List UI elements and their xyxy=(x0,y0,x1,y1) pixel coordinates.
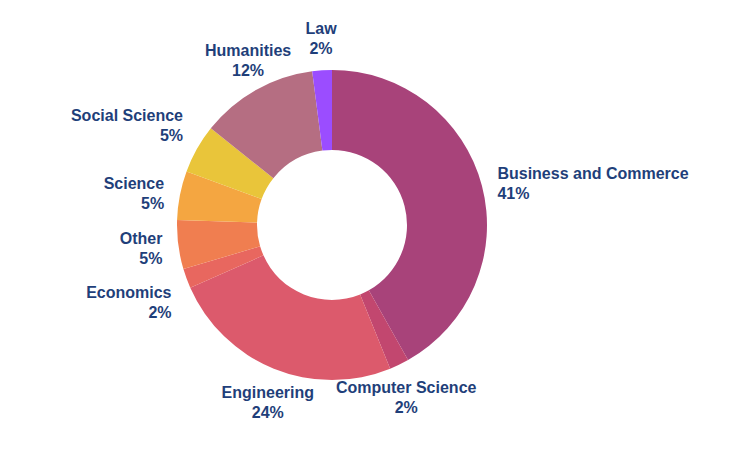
svg-text:2%: 2% xyxy=(148,304,171,321)
svg-text:5%: 5% xyxy=(141,195,164,212)
svg-text:24%: 24% xyxy=(252,404,284,421)
svg-text:Social Science: Social Science xyxy=(71,107,183,124)
svg-text:Humanities: Humanities xyxy=(205,42,291,59)
svg-text:Law: Law xyxy=(305,20,337,37)
svg-text:Engineering: Engineering xyxy=(222,384,314,401)
svg-text:2%: 2% xyxy=(309,40,332,57)
svg-text:41%: 41% xyxy=(497,185,529,202)
svg-text:5%: 5% xyxy=(160,127,183,144)
svg-text:Computer Science: Computer Science xyxy=(336,379,477,396)
svg-text:5%: 5% xyxy=(139,250,162,267)
svg-text:Business and Commerce: Business and Commerce xyxy=(497,165,688,182)
svg-text:Science: Science xyxy=(104,175,165,192)
svg-text:Other: Other xyxy=(120,230,163,247)
svg-text:2%: 2% xyxy=(395,399,418,416)
svg-text:Economics: Economics xyxy=(86,284,171,301)
svg-text:12%: 12% xyxy=(232,62,264,79)
